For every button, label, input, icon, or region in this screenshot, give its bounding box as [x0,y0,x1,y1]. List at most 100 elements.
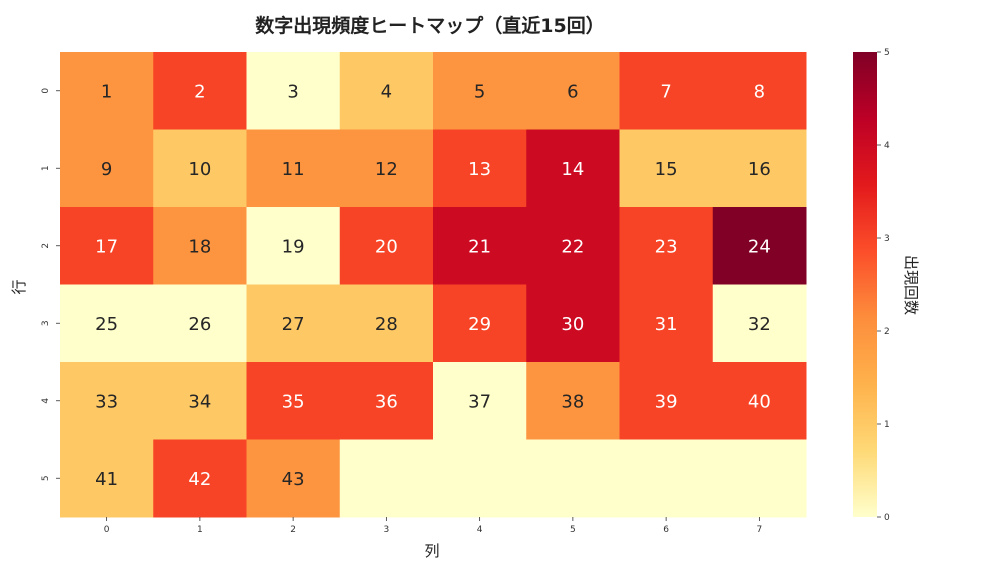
heatmap-cell [433,129,527,208]
heatmap-cell [619,439,714,518]
heatmap-cell [339,207,434,285]
heatmap-cell [153,284,247,363]
heatmap-cell [153,129,247,208]
heatmap-cell [339,129,434,208]
cell-label: 5 [474,81,485,102]
cell-label: 39 [655,391,678,412]
y-tick-label: 2 [41,243,51,249]
heatmap-cell [526,129,620,208]
cell-label: 24 [748,236,771,257]
x-tick-label: 5 [570,525,576,535]
heatmap-cell [526,284,620,363]
heatmap-cell [712,129,807,208]
heatmap-cell [60,129,154,208]
colorbar [853,52,877,517]
heatmap-cell [60,362,154,440]
heatmap-cell [246,52,341,130]
cell-label: 30 [561,314,584,335]
colorbar-label: 出現回数 [902,255,920,315]
heatmap-cell [712,362,807,440]
cell-label: 25 [95,314,118,335]
colorbar-ticks: 0 1 2 3 4 5 [877,48,890,523]
cell-label: 42 [188,469,211,490]
cell-label: 10 [188,159,211,180]
cell-label: 27 [282,314,305,335]
cell-label: 32 [748,314,771,335]
heatmap-cell [339,362,434,440]
y-axis-label: 行 [10,279,28,294]
cell-label: 15 [655,159,678,180]
cell-label: 43 [282,469,305,490]
cell-label: 1 [101,81,112,102]
heatmap-cell [246,439,341,518]
heatmap-cell [246,284,341,363]
heatmap-cell [153,207,247,285]
colorbar-tick-label: 1 [884,420,890,430]
y-tick-label: 4 [41,398,51,404]
heatmap-cell [619,362,714,440]
heatmap-cell [339,439,434,518]
cell-label: 35 [282,391,305,412]
cell-label: 37 [468,391,491,412]
heatmap-cell [339,284,434,363]
heatmap-cell [619,207,714,285]
heatmap-cell [619,129,714,208]
x-tick-label: 1 [197,525,203,535]
cell-label: 26 [188,314,211,335]
cell-label: 29 [468,314,491,335]
y-tick-label: 1 [41,165,51,171]
cell-label: 21 [468,236,491,257]
y-tick-label: 0 [41,88,51,94]
x-axis-ticks: 0 1 2 3 4 5 6 7 [104,517,762,535]
cell-label: 13 [468,159,491,180]
heatmap-cell [339,52,434,130]
cell-label: 41 [95,469,118,490]
cell-label: 4 [381,81,392,102]
cell-label: 23 [655,236,678,257]
heatmap-cell [153,439,247,518]
heatmap-cell [246,129,341,208]
cell-label: 34 [188,391,211,412]
heatmap-cell [60,439,154,518]
heatmap-cell [712,284,807,363]
colorbar-tick-label: 2 [884,327,890,337]
heatmap-cell [60,207,154,285]
heatmap-cell [433,52,527,130]
heatmap-cell [60,52,154,130]
cell-label: 6 [567,81,578,102]
heatmap-cell [246,207,341,285]
cell-label: 20 [375,236,398,257]
y-axis-ticks: 0 1 2 3 4 5 [41,88,60,481]
x-tick-label: 4 [477,525,483,535]
colorbar-tick-label: 0 [884,513,890,523]
heatmap-cell [526,439,620,518]
heatmap-cell [433,284,527,363]
cell-label: 8 [754,81,765,102]
heatmap-cell [619,284,714,363]
x-tick-label: 6 [663,525,669,535]
cell-label: 28 [375,314,398,335]
heatmap-cell [246,362,341,440]
colorbar-tick-label: 5 [884,48,890,58]
cell-label: 22 [561,236,584,257]
cell-label: 19 [282,236,305,257]
heatmap-cell [712,52,807,130]
cell-label: 3 [287,81,298,102]
y-tick-label: 3 [41,320,51,326]
heatmap-cell [433,207,527,285]
y-tick-label: 5 [41,475,51,481]
heatmap-cell [619,52,714,130]
cell-label: 14 [561,159,584,180]
heatmap-cell [153,52,247,130]
heatmap-cell [433,362,527,440]
cell-label: 7 [660,81,671,102]
cell-label: 38 [561,391,584,412]
x-axis-label: 列 [424,542,439,560]
colorbar-tick-label: 3 [884,234,890,244]
cell-label: 16 [748,159,771,180]
x-tick-label: 2 [290,525,296,535]
cell-label: 9 [101,159,112,180]
